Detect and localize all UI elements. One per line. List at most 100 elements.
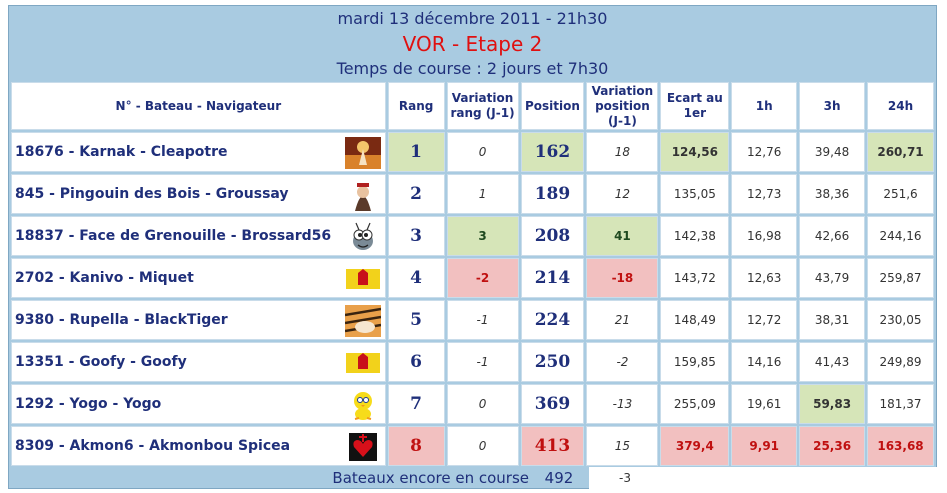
speed-3h-cell: 38,31 [799,300,866,340]
col-header-24h[interactable]: 24h [867,82,934,130]
speed-24h-cell: 244,16 [867,216,934,256]
position-cell: 162 [520,132,585,172]
footer-filler [661,467,938,489]
speed-24h-cell: 251,6 [867,174,934,214]
fire-dancer-avatar [344,137,381,169]
position-cell: 250 [520,342,585,382]
position-variation-cell: 15 [586,426,659,466]
speed-1h-cell: 12,72 [731,300,798,340]
speed-3h-cell: 43,79 [799,258,866,298]
yellow-red-flag-avatar [345,269,380,289]
position-variation-cell: -18 [586,258,659,298]
rank-cell: 7 [387,384,445,424]
speed-1h-cell: 12,63 [731,258,798,298]
rank-variation-cell: -2 [446,258,519,298]
gap-cell: 124,56 [660,132,730,172]
boat-name: 8309 - Akmon6 - Akmonbou Spicea [15,438,291,454]
gap-cell: 143,72 [660,258,730,298]
rank-variation-cell: 0 [446,426,519,466]
speed-24h-cell: 259,87 [867,258,934,298]
position-cell: 224 [520,300,585,340]
boat-name: 9380 - Rupella - BlackTiger [15,312,228,328]
boat-cell[interactable]: 13351 - Goofy - Goofy [11,342,386,382]
yellow-red-flag-avatar [345,353,380,373]
tiger-avatar [344,305,381,337]
speed-1h-cell: 16,98 [731,216,798,256]
boat-cell[interactable]: 18676 - Karnak - Cleapotre [11,132,386,172]
position-variation-cell: -13 [586,384,659,424]
table-row: 9380 - Rupella - BlackTiger 5 -1 224 21 … [11,300,934,340]
rank-cell: 6 [387,342,445,382]
boat-name: 2702 - Kanivo - Miquet [15,270,194,286]
speed-3h-cell: 38,36 [799,174,866,214]
boat-cell[interactable]: 845 - Pingouin des Bois - Groussay [11,174,386,214]
speed-24h-cell: 181,37 [867,384,934,424]
cartoon-bug-avatar [344,221,381,253]
col-header-gap[interactable]: Ecart au 1er [660,82,730,130]
col-header-position-variation[interactable]: Variation position (J-1) [586,82,659,130]
header: mardi 13 décembre 2011 - 21h30 VOR - Eta… [9,7,936,81]
rank-cell: 5 [387,300,445,340]
boat-cell[interactable]: 8309 - Akmon6 - Akmonbou Spicea [11,426,386,466]
table-row: 845 - Pingouin des Bois - Groussay 2 1 1… [11,174,934,214]
red-heart-avatar [348,433,377,461]
table-row: 2702 - Kanivo - Miquet 4 -2 214 -18 143,… [11,258,934,298]
position-variation-cell: 21 [586,300,659,340]
gap-cell: 148,49 [660,300,730,340]
tweety-bird-avatar [344,389,381,421]
position-cell: 214 [520,258,585,298]
rank-variation-cell: 3 [446,216,519,256]
race-date: mardi 13 décembre 2011 - 21h30 [337,9,608,28]
gap-cell: 142,38 [660,216,730,256]
table-row: 13351 - Goofy - Goofy 6 -1 250 -2 159,85… [11,342,934,382]
rank-variation-cell: 0 [446,132,519,172]
speed-1h-cell: 19,61 [731,384,798,424]
position-cell: 369 [520,384,585,424]
col-header-3h[interactable]: 3h [799,82,866,130]
boat-name: 18676 - Karnak - Cleapotre [15,144,228,160]
boats-racing-variation: -3 [589,467,661,489]
gap-cell: 255,09 [660,384,730,424]
boat-cell[interactable]: 9380 - Rupella - BlackTiger [11,300,386,340]
position-variation-cell: 12 [586,174,659,214]
col-header-1h[interactable]: 1h [731,82,798,130]
col-header-rank[interactable]: Rang [387,82,445,130]
footer-row: Bateaux encore en course 492 -3 [9,467,938,489]
col-header-position[interactable]: Position [520,82,585,130]
boats-racing-count: 492 [544,469,574,487]
boat-name: 13351 - Goofy - Goofy [15,354,187,370]
rank-variation-cell: 1 [446,174,519,214]
speed-3h-cell: 41,43 [799,342,866,382]
race-time: Temps de course : 2 jours et 7h30 [336,59,609,78]
col-header-rank-variation[interactable]: Variation rang (J-1) [446,82,519,130]
table-row: 18676 - Karnak - Cleapotre 1 0 162 18 12… [11,132,934,172]
stage-title: VOR - Etape 2 [402,32,543,56]
boat-cell[interactable]: 2702 - Kanivo - Miquet [11,258,386,298]
boats-racing-label: Bateaux encore en course [332,469,529,487]
portrait-avatar [344,179,381,211]
speed-1h-cell: 12,76 [731,132,798,172]
speed-1h-cell: 12,73 [731,174,798,214]
position-variation-cell: 41 [586,216,659,256]
col-header-boat[interactable]: N° - Bateau - Navigateur [11,82,386,130]
speed-3h-cell: 42,66 [799,216,866,256]
boat-name: 845 - Pingouin des Bois - Groussay [15,186,289,202]
speed-1h-cell: 14,16 [731,342,798,382]
speed-3h-cell: 25,36 [799,426,866,466]
table-header-row: N° - Bateau - Navigateur Rang Variation … [11,82,934,130]
rank-cell: 1 [387,132,445,172]
boat-cell[interactable]: 18837 - Face de Grenouille - Brossard56 [11,216,386,256]
rank-variation-cell: 0 [446,384,519,424]
rank-variation-cell: -1 [446,300,519,340]
speed-3h-cell: 59,83 [799,384,866,424]
speed-24h-cell: 249,89 [867,342,934,382]
table-row: 8309 - Akmon6 - Akmonbou Spicea 8 0 413 … [11,426,934,466]
table-row: 18837 - Face de Grenouille - Brossard56 … [11,216,934,256]
speed-1h-cell: 9,91 [731,426,798,466]
position-cell: 413 [520,426,585,466]
boat-name: 1292 - Yogo - Yogo [15,396,162,412]
table-row: 1292 - Yogo - Yogo 7 0 369 -13 255,09 19… [11,384,934,424]
gap-cell: 159,85 [660,342,730,382]
rank-cell: 8 [387,426,445,466]
boat-cell[interactable]: 1292 - Yogo - Yogo [11,384,386,424]
